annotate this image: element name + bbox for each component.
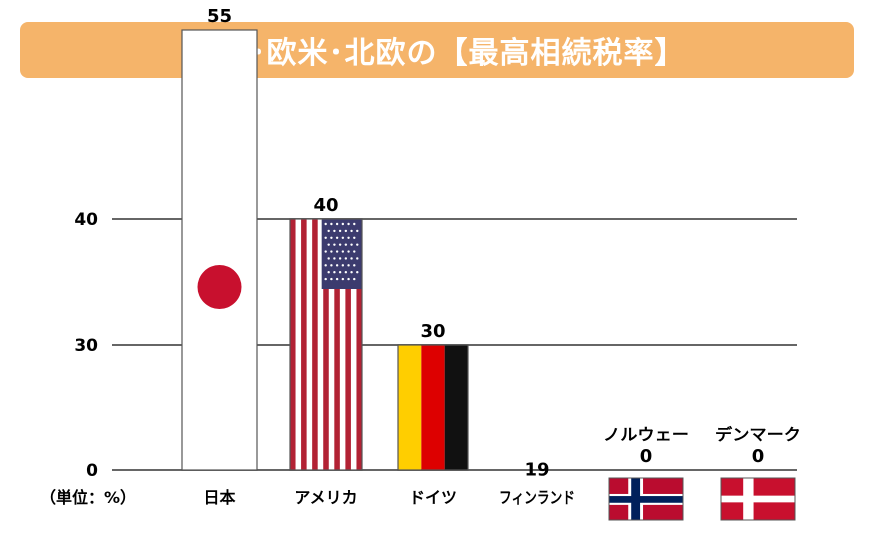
unit-label: （単位：%） bbox=[40, 488, 136, 507]
value-label: 0 bbox=[640, 446, 653, 467]
bar-denmark-flag bbox=[720, 477, 796, 521]
category-label: フィンランド bbox=[499, 488, 575, 507]
bar-norway-flag bbox=[608, 477, 684, 521]
value-label: 19 bbox=[524, 460, 549, 481]
value-label: 0 bbox=[752, 446, 765, 467]
value-label: 55 bbox=[207, 6, 232, 27]
y-tick-label-40: 40 bbox=[74, 210, 98, 230]
value-label: 40 bbox=[313, 195, 338, 216]
bar-germany-flag bbox=[397, 344, 469, 471]
bar-japan-flag bbox=[181, 29, 258, 471]
chart-title: 日本･欧米･北欧の【最高相続税率】 bbox=[188, 36, 686, 71]
value-label: 30 bbox=[420, 321, 445, 342]
category-label: デンマーク bbox=[715, 425, 801, 444]
category-label: 日本 bbox=[203, 488, 235, 507]
y-tick-label-0: 0 bbox=[86, 461, 98, 481]
japan-sun bbox=[197, 265, 242, 309]
category-label: ドイツ bbox=[409, 488, 457, 507]
title-banner: 日本･欧米･北欧の【最高相続税率】 bbox=[20, 22, 854, 78]
category-label: ノルウェー bbox=[603, 425, 689, 444]
category-label: アメリカ bbox=[294, 488, 357, 507]
bar-usa-flag bbox=[289, 218, 363, 471]
y-tick-label-30: 30 bbox=[74, 336, 98, 356]
